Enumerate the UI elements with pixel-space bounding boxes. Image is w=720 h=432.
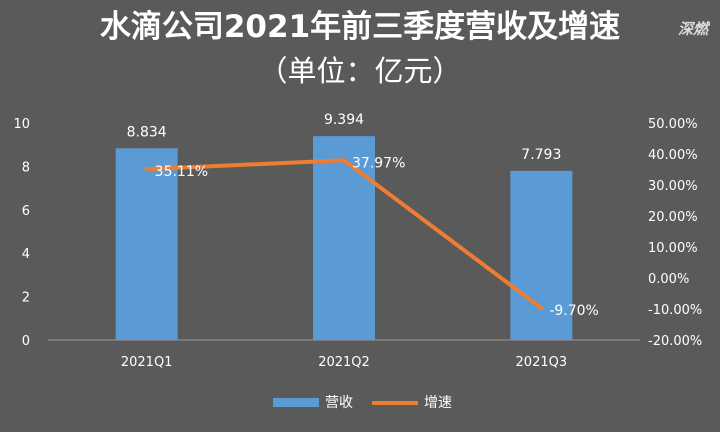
x-tick-label: 2021Q3 [516,355,568,370]
x-axis: 2021Q1 2021Q2 2021Q3 [121,355,567,370]
x-tick-label: 2021Q1 [121,355,173,370]
bar [115,148,178,340]
legend-line-label: 增速 [424,395,452,411]
left-axis: 0 2 4 6 8 10 [13,117,30,349]
right-tick-label: 50.00% [648,117,698,132]
legend-bar-swatch [273,398,319,407]
bar-data-label: 8.834 [127,124,167,140]
right-tick-label: 10.00% [648,241,698,256]
bar-data-label: 7.793 [521,147,561,163]
left-tick-label: 4 [22,247,30,262]
chart-subtitle: （单位：亿元） [258,54,462,88]
line-data-label: 35.11% [155,164,208,180]
left-tick-label: 0 [22,334,30,349]
left-tick-label: 6 [22,204,30,219]
right-tick-label: 30.00% [648,179,698,194]
left-tick-label: 2 [22,291,30,306]
legend-bar-label: 营收 [325,395,353,411]
left-tick-label: 10 [13,117,30,132]
right-axis: -20.00% -10.00% 0.00% 10.00% 20.00% 30.00% 40.… [648,117,702,349]
bar [510,170,573,340]
bar-series: 8.834 9.394 7.793 [115,112,573,340]
line-data-label: -9.70% [549,303,599,319]
right-tick-label: 40.00% [648,148,698,163]
x-tick-label: 2021Q2 [318,355,370,370]
left-tick-label: 8 [22,160,30,175]
bar-data-label: 9.394 [324,112,364,128]
right-tick-label: 20.00% [648,210,698,225]
legend: 营收 增速 [273,395,452,411]
right-tick-label: -20.00% [648,334,702,349]
right-tick-label: 0.00% [648,272,689,287]
line-path [144,158,544,311]
line-series: 35.11% 37.97% -9.70% [144,155,599,319]
watermark-logo: 深燃 [677,20,708,38]
right-tick-label: -10.00% [648,303,702,318]
chart-title: 水滴公司2021年前三季度营收及增速 [99,9,621,45]
line-data-label: 37.97% [352,155,405,171]
bar [313,136,375,340]
